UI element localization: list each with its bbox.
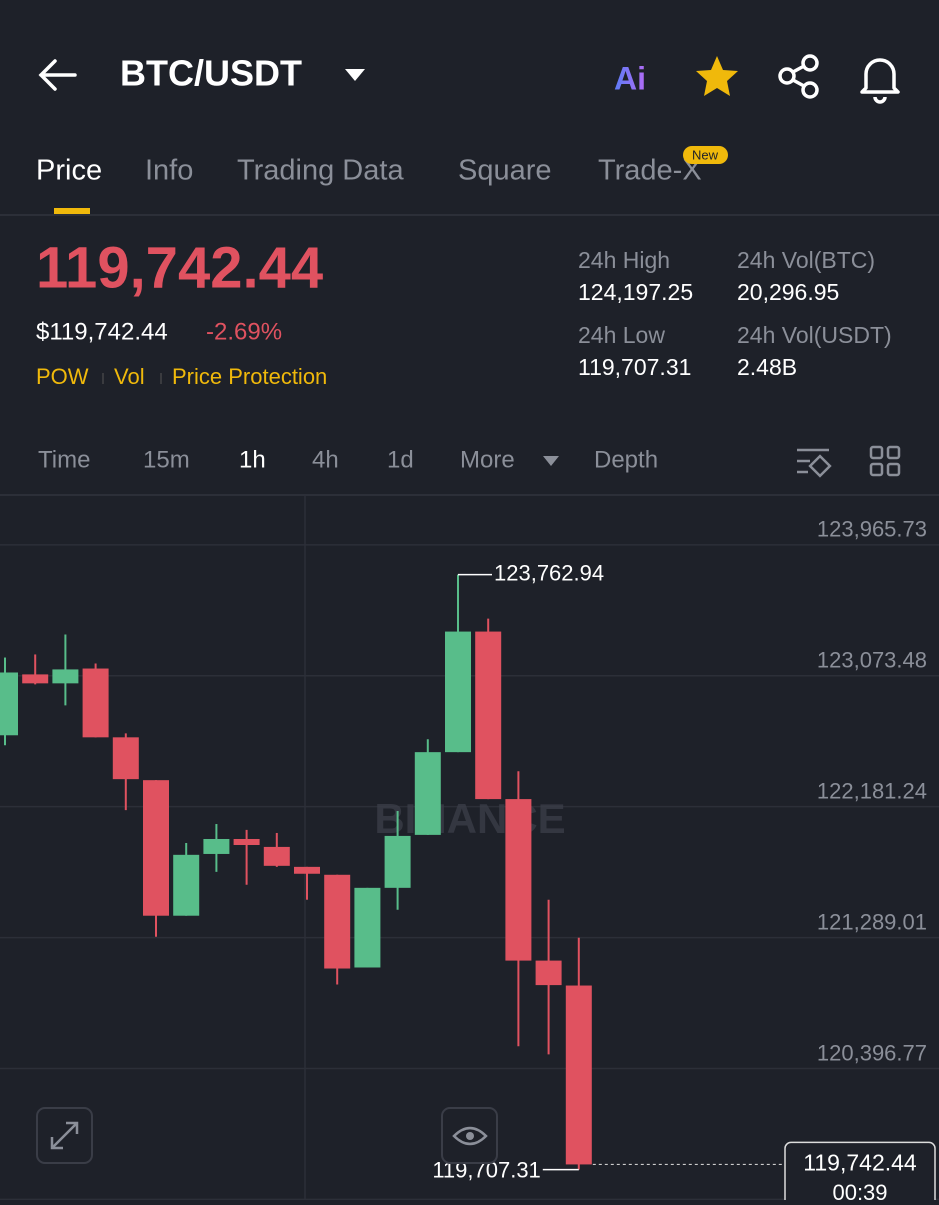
interval[interactable]: 4h [312,446,339,473]
candle-body [52,669,79,684]
new-badge [683,146,728,164]
pair-title[interactable]: BTC/USDT [120,53,302,94]
fullscreen-button[interactable] [36,1107,93,1164]
high-label: 123,762.94 [494,560,604,585]
y-tick-label: 121,289.01 [817,909,927,934]
candle-body [565,985,592,1165]
ai-icon[interactable]: Ai [614,60,646,96]
interval[interactable]: More [460,446,515,473]
candle-body [82,668,109,738]
candle-body [294,866,320,874]
last-price-label: 119,742.44 [803,1150,917,1176]
stat-value: 119,707.31 [578,354,691,380]
share-icon[interactable] [778,54,819,99]
stat-label: 24h Vol(USDT) [737,322,892,348]
stat-label: 24h Low [578,322,665,348]
stat-value: 124,197.25 [578,279,693,305]
candle-body [173,854,200,916]
candle-body [0,672,18,736]
candle-body [475,631,502,800]
candle-body [414,752,441,835]
stat-value: 20,296.95 [737,279,839,305]
watermark: BINANCE [374,795,565,842]
stat-value: 2.48B [737,354,797,380]
candle-body [535,960,562,986]
tab[interactable]: Price [36,155,102,187]
candle-body [112,737,139,780]
candle-body [354,887,381,968]
interval[interactable]: Depth [594,446,658,473]
back-button[interactable] [38,59,77,91]
visibility-button[interactable] [441,1107,498,1164]
interval[interactable]: 1d [387,446,414,473]
interval[interactable]: 1h [239,446,266,473]
candlestick-chart: BINANCE 123,965.73 123,073.48 122,181.24 12… [0,495,939,1200]
layout-icon[interactable] [869,445,901,477]
tag[interactable]: Vol [114,364,145,389]
badge-text: New [692,147,719,162]
low-label: 119,707.31 [432,1157,540,1182]
usd-price: $119,742.44 [36,318,168,345]
tab-indicator [54,208,90,214]
candle-body [505,799,532,961]
tag[interactable]: POW [36,364,89,389]
candle-body [263,846,290,866]
tab[interactable]: Info [145,155,193,187]
y-tick-label: 120,396.77 [817,1040,927,1065]
last-price: 119,742.44 [36,235,323,300]
y-tick-label: 123,073.48 [817,648,927,673]
candle-body [22,674,49,684]
candle-body [233,838,260,846]
y-tick-label: 123,965.73 [817,517,927,542]
tab[interactable]: Trading Data [237,155,404,187]
candle-body [143,780,169,916]
candle-body [384,835,411,888]
interval[interactable]: Time [38,446,90,473]
tab[interactable]: Square [458,155,552,187]
last-price-box [784,1141,936,1200]
stat-label: 24h High [578,247,670,273]
candle-body [203,838,230,854]
alert-bell[interactable] [860,58,900,104]
tag[interactable]: Price Protection [172,364,327,389]
price-change: -2.69% [206,318,282,345]
candle-body [445,631,471,753]
stat-label: 24h Vol(BTC) [737,247,875,273]
tab[interactable]: Trade-X [598,155,702,187]
pair-dropdown[interactable] [345,69,365,81]
indicator-settings-icon[interactable] [797,448,832,478]
interval[interactable]: 15m [143,446,190,473]
y-tick-label: 122,181.24 [817,778,927,803]
favorite-star[interactable] [696,56,738,96]
countdown: 00:39 [832,1180,887,1200]
more-dropdown[interactable] [543,456,559,466]
candle-body [324,874,351,969]
